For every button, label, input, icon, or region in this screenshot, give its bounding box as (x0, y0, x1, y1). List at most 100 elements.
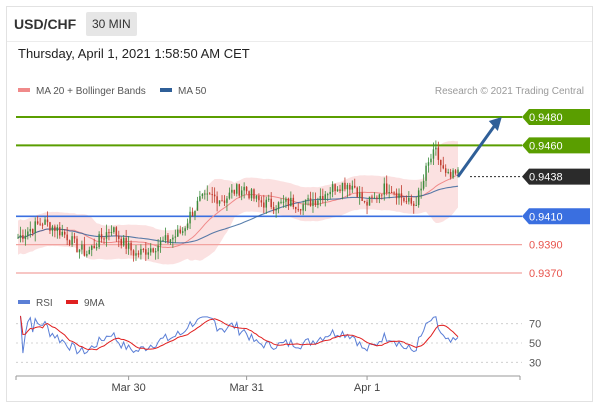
candle-body (442, 165, 444, 169)
candle-body (125, 237, 127, 249)
candle-body (331, 184, 334, 192)
candle-body (231, 189, 233, 193)
candle-body (314, 200, 317, 205)
candle-body (260, 200, 263, 203)
candle-body (398, 193, 400, 199)
candle-body (211, 194, 213, 196)
candle-body (221, 200, 223, 202)
chart-widget: USD/CHF 30 MIN Thursday, April 1, 2021 1… (6, 6, 593, 402)
rsi-legend-swatch-1 (66, 300, 78, 304)
level-label-box-0 (522, 109, 590, 126)
rsi-legend-swatch-0 (18, 300, 30, 304)
candle-body (137, 253, 140, 255)
interval-button[interactable]: 30 MIN (86, 12, 137, 36)
candle-body (154, 251, 157, 253)
candle-body (73, 236, 76, 239)
candle-body (201, 193, 204, 197)
chart-header: USD/CHF 30 MIN (7, 7, 592, 42)
candle-body (400, 193, 403, 198)
candle-body (427, 162, 430, 166)
level-label-box-2 (522, 168, 590, 185)
candle-body (437, 147, 440, 160)
level-label-4: 0.9390 (529, 240, 563, 252)
candle-body (309, 198, 312, 207)
candle-body (329, 191, 331, 195)
candle-body (282, 201, 285, 203)
candle-body (105, 232, 108, 239)
candle-body (157, 245, 159, 252)
candle-body (346, 184, 349, 190)
candle-body (51, 226, 54, 231)
x-axis-label-0: Mar 30 (111, 382, 145, 394)
candle-body (145, 249, 147, 255)
rsi-tick-label-2: 30 (529, 357, 541, 369)
candle-body (381, 194, 383, 196)
candle-body (430, 158, 432, 163)
rsi-line (20, 315, 459, 355)
candle-body (41, 224, 44, 226)
level-label-5: 0.9370 (529, 268, 563, 280)
candle-body (299, 209, 302, 211)
candle-body (147, 252, 150, 255)
candle-body (39, 223, 41, 225)
candle-body (100, 234, 103, 239)
candle-body (295, 206, 297, 210)
candle-body (122, 237, 125, 246)
candle-body (243, 186, 245, 191)
candle-body (29, 228, 32, 232)
candle-body (444, 168, 447, 173)
candle-body (132, 250, 135, 256)
candle-body (93, 245, 95, 249)
candle-body (395, 192, 398, 199)
candle-body (63, 231, 66, 235)
candle-body (457, 169, 459, 174)
candle-body (339, 189, 341, 192)
candle-body (403, 197, 405, 202)
candle-body (292, 197, 295, 207)
symbol-title: USD/CHF (14, 16, 77, 32)
candle-body (304, 199, 307, 205)
candle-body (432, 149, 435, 159)
candle-body (272, 207, 275, 211)
candle-body (233, 189, 236, 194)
candle-body (366, 201, 368, 206)
candle-body (110, 232, 113, 234)
candle-body (275, 209, 277, 211)
level-label-box-1 (522, 137, 590, 154)
candle-body (317, 200, 319, 205)
projection-arrow-head (488, 117, 502, 132)
candle-body (415, 205, 417, 207)
bollinger-band-fill (18, 140, 458, 265)
candle-body (255, 195, 258, 199)
candle-body (250, 189, 253, 199)
candle-body (152, 248, 154, 252)
candle-body (206, 193, 209, 195)
rsi-legend-label-1: 9MA (84, 298, 105, 309)
candle-body (390, 192, 393, 194)
candle-body (324, 194, 327, 200)
candle-body (164, 235, 167, 241)
candle-body (277, 202, 280, 210)
candle-body (196, 200, 199, 211)
candle-body (388, 192, 390, 194)
candle-body (108, 232, 110, 234)
candle-body (91, 245, 93, 250)
candle-body (142, 248, 145, 250)
candle-body (226, 198, 228, 203)
candle-body (422, 180, 425, 189)
legend-label-1: MA 50 (178, 86, 207, 97)
candle-body (290, 197, 292, 207)
candle-body (265, 199, 268, 208)
candle-body (263, 202, 265, 208)
candle-body (24, 235, 27, 240)
legend-swatch-0 (18, 88, 30, 92)
ma50-line (17, 185, 459, 244)
projection-arrow-line (456, 123, 498, 178)
candle-body (449, 171, 452, 178)
candle-body (454, 170, 457, 174)
level-label-1: 0.9460 (529, 140, 563, 152)
candle-body (186, 223, 189, 229)
candle-body (184, 228, 186, 232)
candle-body (417, 190, 420, 206)
candle-body (118, 235, 120, 239)
